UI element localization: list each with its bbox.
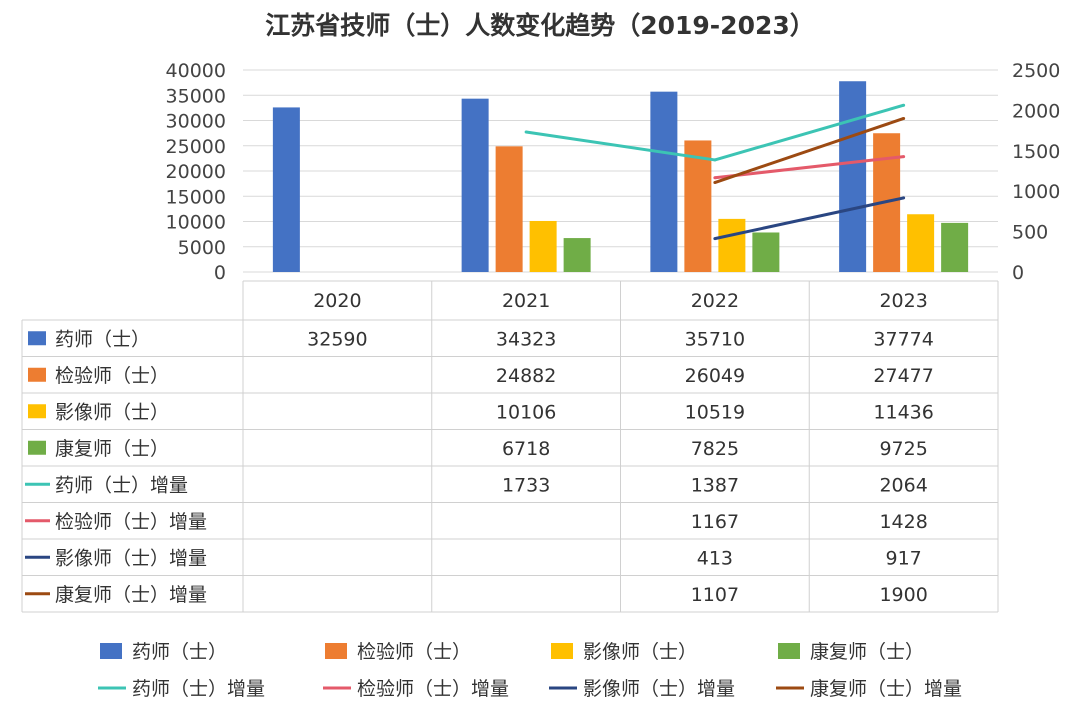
left-axis: 0 5000 10000 15000 20000 25000 30000 35000 40000	[166, 60, 226, 284]
table-row-label: 影像师（士）	[55, 401, 169, 423]
bar-康复师士-2022	[752, 232, 780, 272]
right-axis: 0 500 1000 1500 2000 2500	[1012, 60, 1060, 284]
legend-key	[100, 643, 122, 659]
y-tick-label: 40000	[166, 60, 226, 82]
bar-检验师士-2021	[495, 146, 523, 272]
y2-tick-label: 2500	[1012, 60, 1060, 82]
table-row-label: 药师（士）	[55, 328, 150, 350]
table-legend-key	[28, 331, 46, 346]
legend-label: 检验师（士）	[357, 641, 471, 663]
legend-label: 检验师（士）增量	[357, 678, 509, 700]
legend-label: 影像师（士）增量	[583, 678, 735, 700]
table-row-label: 康复师（士）	[55, 438, 169, 460]
bar-药师士-2020	[272, 107, 300, 272]
y2-tick-label: 0	[1012, 262, 1024, 284]
data-label: 26049	[685, 365, 745, 387]
point-药师士增量	[713, 158, 717, 162]
data-label: 6718	[502, 438, 550, 460]
data-label: 32590	[307, 328, 367, 350]
y-tick-label: 15000	[166, 186, 226, 208]
y-tick-label: 0	[214, 262, 226, 284]
table-row-label: 检验师（士）增量	[55, 511, 207, 533]
table-legend-key	[28, 367, 46, 382]
point-检验师士增量	[713, 176, 717, 180]
y-tick-label: 20000	[166, 161, 226, 183]
data-label: 1167	[691, 511, 739, 533]
table-row-label: 检验师（士）	[55, 365, 169, 387]
x-tick-label: 2020	[313, 290, 361, 312]
y2-tick-label: 1500	[1012, 141, 1060, 163]
y2-tick-label: 500	[1012, 222, 1048, 244]
legend-key	[551, 643, 573, 659]
line-影像师士增量	[714, 196, 904, 241]
x-tick-label: 2021	[502, 290, 550, 312]
y-tick-label: 25000	[166, 136, 226, 158]
data-label: 1428	[879, 511, 927, 533]
legend-label: 康复师（士）增量	[810, 678, 962, 700]
legend-label: 药师（士）增量	[132, 678, 265, 700]
legend-label: 康复师（士）	[810, 641, 924, 663]
data-label: 11436	[873, 401, 933, 423]
data-label: 917	[885, 547, 921, 569]
x-tick-label: 2023	[879, 290, 927, 312]
data-label: 35710	[685, 328, 745, 350]
legend: 药师（士） 检验师（士） 影像师（士） 康复师（士） 药师（士）增量 检验师（士）增量 影像…	[98, 641, 962, 700]
legend-key	[778, 643, 800, 659]
data-label: 24882	[496, 365, 556, 387]
point-影像师士增量	[713, 237, 717, 241]
y-tick-label: 10000	[166, 212, 226, 234]
x-tick-label: 2022	[691, 290, 739, 312]
bar-影像师士-2022	[718, 218, 746, 272]
table-legend-key	[28, 440, 46, 455]
point-药师士增量	[902, 103, 906, 107]
point-康复师士增量	[713, 181, 717, 185]
point-检验师士增量	[902, 155, 906, 159]
bar-药师士-2022	[650, 91, 678, 273]
data-label: 10519	[685, 401, 745, 423]
bar-药师士-2021	[461, 98, 489, 272]
bars	[272, 81, 969, 273]
bar-影像师士-2021	[529, 220, 557, 272]
data-label: 1107	[691, 584, 739, 606]
y-tick-label: 35000	[166, 85, 226, 107]
line-康复师士增量	[714, 117, 905, 184]
point-药师士增量	[524, 130, 528, 134]
bar-检验师士-2022	[684, 140, 712, 272]
chart-title: 江苏省技师（士）人数变化趋势（2019-2023）	[265, 11, 815, 40]
table-row-label: 药师（士）增量	[55, 474, 188, 496]
data-label: 413	[697, 547, 733, 569]
data-label: 27477	[873, 365, 933, 387]
table-row-label: 康复师（士）增量	[55, 584, 207, 606]
y-tick-label: 30000	[166, 111, 226, 133]
legend-label: 药师（士）	[132, 641, 227, 663]
bar-药师士-2023	[839, 81, 867, 272]
data-label: 1387	[691, 474, 739, 496]
data-label: 2064	[879, 474, 927, 496]
data-label: 7825	[691, 438, 739, 460]
data-table: 2020 2021 2022 2023 药师（士） 32590 34323 35710 3777…	[21, 280, 999, 613]
data-label: 34323	[496, 328, 556, 350]
point-康复师士增量	[902, 116, 906, 120]
bar-康复师士-2021	[563, 238, 591, 272]
point-影像师士增量	[902, 196, 906, 200]
legend-label: 影像师（士）	[583, 641, 697, 663]
bar-康复师士-2023	[941, 222, 969, 272]
data-label: 1733	[502, 474, 550, 496]
legend-key	[325, 643, 347, 659]
y2-tick-label: 2000	[1012, 100, 1060, 122]
table-row-label: 影像师（士）增量	[55, 547, 207, 569]
line-检验师士增量	[714, 155, 904, 180]
y-tick-label: 5000	[178, 237, 226, 259]
data-label: 1900	[879, 584, 927, 606]
table-legend-key	[28, 404, 46, 419]
bar-影像师士-2023	[907, 214, 935, 272]
data-label: 37774	[873, 328, 933, 350]
y2-tick-label: 1000	[1012, 181, 1060, 203]
series-lines	[524, 103, 906, 241]
data-label: 10106	[496, 401, 556, 423]
data-label: 9725	[879, 438, 927, 460]
